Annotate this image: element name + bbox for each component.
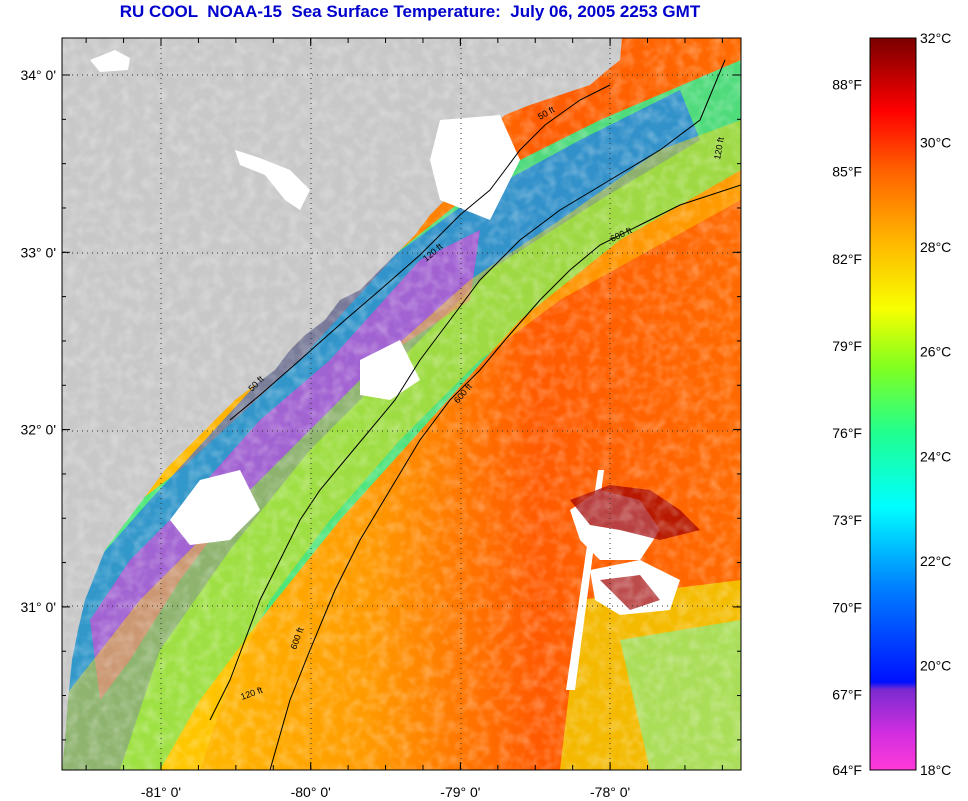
map-frame (61, 37, 742, 771)
map-plot-area (62, 38, 741, 770)
latitude-label: 33° 0' (20, 244, 56, 260)
longitude-label: -78° 0' (590, 784, 630, 800)
latitude-label: 34° 0' (20, 67, 56, 83)
longitude-labels: -81° 0' -80° 0' -79° 0' -78° 0' (141, 784, 630, 800)
longitude-label: -80° 0' (291, 784, 331, 800)
colorbar-c-label: 28°C (920, 239, 951, 255)
colorbar-fahrenheit-labels: 88°F 85°F 82°F 79°F 76°F 73°F 70°F 67°F 64°F (832, 76, 862, 778)
colorbar-c-label: 18°C (920, 762, 951, 778)
colorbar (869, 37, 917, 771)
longitude-label: -81° 0' (141, 784, 181, 800)
axis-ticks (62, 38, 741, 770)
colorbar-f-label: 73°F (832, 512, 862, 528)
colorbar-f-label: 79°F (832, 338, 862, 354)
colorbar-f-label: 82°F (832, 251, 862, 267)
colorbar-f-label: 85°F (832, 164, 862, 180)
colorbar-c-label: 32°C (920, 30, 951, 46)
isobath-label: 120 ft (712, 136, 726, 160)
colorbar-f-label: 64°F (832, 762, 862, 778)
colorbar-c-label: 26°C (920, 344, 951, 360)
colorbar-c-label: 22°C (920, 553, 951, 569)
latitude-labels: 34° 0' 33° 0' 32° 0' 31° 0' (20, 67, 56, 615)
isobath-600ft (269, 184, 741, 770)
noise-texture (62, 38, 741, 770)
map-title: RU COOL NOAA-15 Sea Surface Temperature:… (119, 2, 701, 21)
latitude-label: 32° 0' (20, 422, 56, 438)
isobath-50ft (229, 84, 611, 421)
isobath-120ft (209, 59, 726, 721)
colorbar-f-label: 67°F (832, 686, 862, 702)
colorbar-c-label: 24°C (920, 448, 951, 464)
colorbar-celsius-labels: 32°C 30°C 28°C 26°C 24°C 22°C 20°C 18°C (920, 30, 951, 778)
colorbar-f-label: 70°F (832, 599, 862, 615)
colorbar-c-label: 20°C (920, 657, 951, 673)
colorbar-f-label: 76°F (832, 425, 862, 441)
colorbar-f-label: 88°F (832, 76, 862, 92)
latitude-label: 31° 0' (20, 599, 56, 615)
colorbar-c-label: 30°C (920, 135, 951, 151)
graticule (62, 38, 741, 770)
longitude-label: -79° 0' (440, 784, 480, 800)
